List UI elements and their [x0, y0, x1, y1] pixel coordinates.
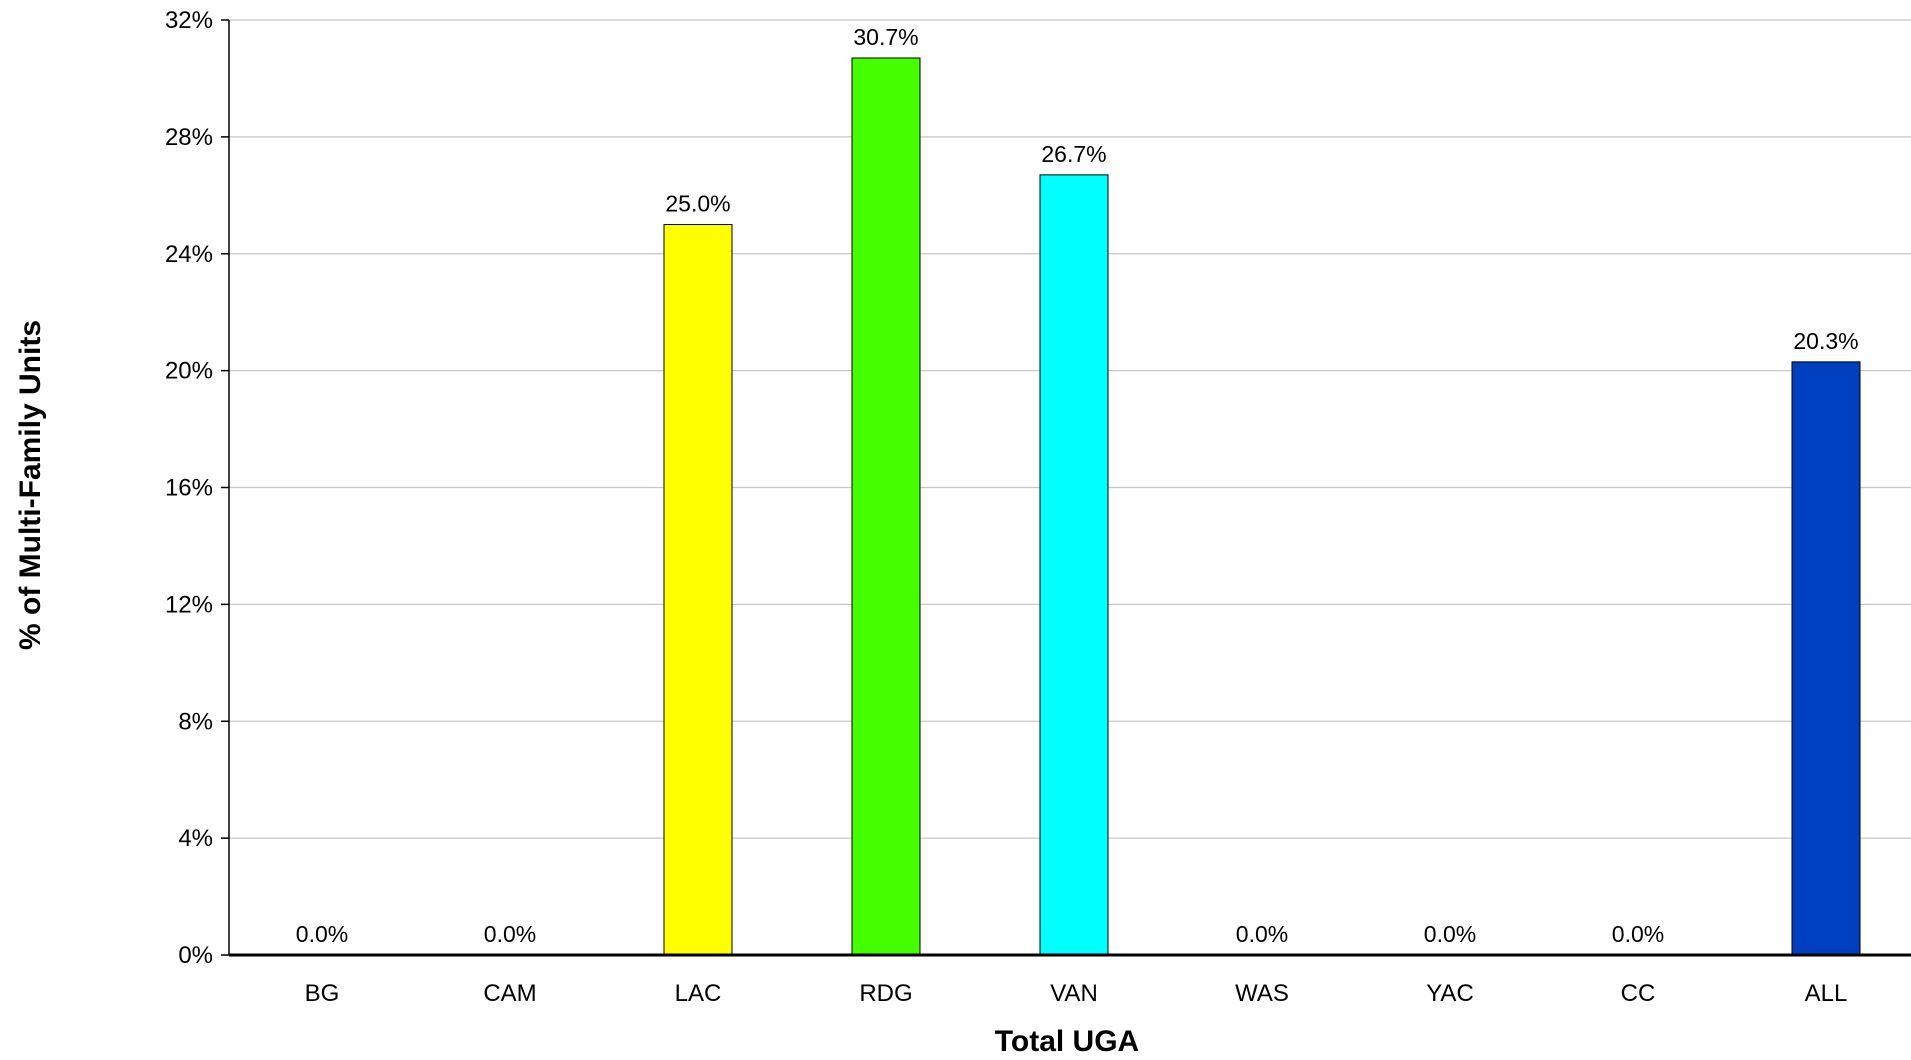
x-tick-label: LAC [675, 980, 722, 1007]
y-tick-label: 0% [178, 942, 213, 969]
data-label: 0.0% [1424, 921, 1476, 947]
data-label: 20.3% [1793, 328, 1858, 354]
y-tick-label: 12% [165, 591, 213, 618]
y-tick-label: 20% [165, 358, 213, 385]
data-label: 0.0% [1612, 921, 1664, 947]
bar-lac [663, 224, 733, 956]
x-tick-label: CC [1621, 980, 1656, 1007]
data-label: 0.0% [296, 921, 348, 947]
data-label: 0.0% [1236, 921, 1288, 947]
x-tick-label: BG [305, 980, 340, 1007]
y-tick-label: 4% [178, 825, 213, 852]
y-tick-label: 16% [165, 475, 213, 502]
y-tick-label: 24% [165, 241, 213, 268]
data-label: 30.7% [853, 24, 918, 50]
x-tick-label: RDG [859, 980, 912, 1007]
x-tick-label: WAS [1235, 980, 1289, 1007]
x-tick-label: ALL [1805, 980, 1848, 1007]
data-label: 0.0% [484, 921, 536, 947]
bar-rdg [851, 57, 921, 956]
data-label: 26.7% [1041, 141, 1106, 167]
x-tick-labels: BG CAM LAC RDG VAN WAS YAC CC ALL [305, 980, 1848, 1007]
data-label: 25.0% [665, 191, 730, 217]
y-tick-label: 32% [165, 7, 213, 34]
data-labels: 0.0% 0.0% 25.0% 30.7% 26.7% 0.0% 0.0% 0.0% 20.3% [296, 24, 1859, 947]
y-tick-label: 28% [165, 124, 213, 151]
bars [663, 57, 1861, 956]
y-axis-title: % of Multi-Family Units [14, 320, 47, 650]
y-tick-labels: 0% 4% 8% 12% 16% 20% 24% 28% 32% [165, 7, 229, 969]
x-tick-label: CAM [483, 980, 536, 1007]
bar-van [1039, 174, 1109, 956]
x-axis-title: Total UGA [995, 1025, 1139, 1058]
x-tick-label: VAN [1050, 980, 1098, 1007]
y-tick-label: 8% [178, 708, 213, 735]
x-tick-label: YAC [1426, 980, 1474, 1007]
bar-all [1791, 361, 1861, 956]
